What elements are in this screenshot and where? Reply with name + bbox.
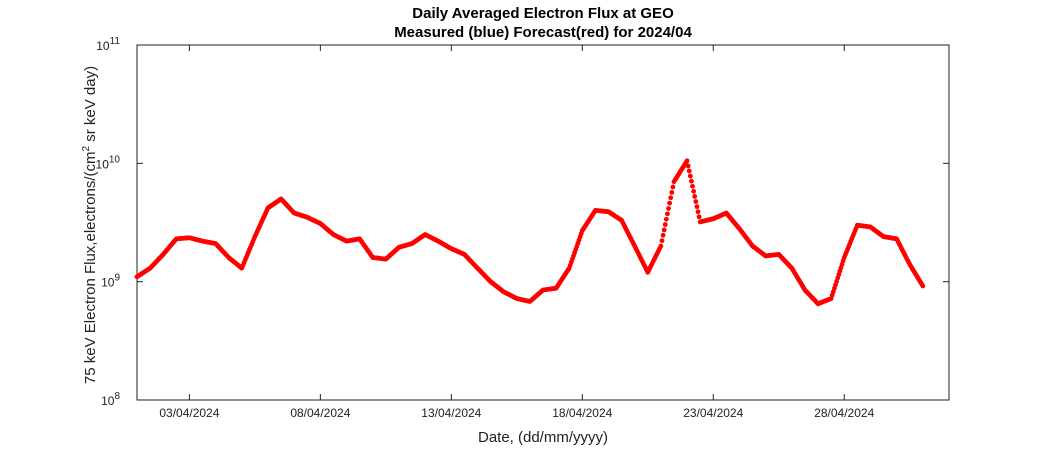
x-tick-label: 23/04/2024 <box>683 406 743 420</box>
data-point <box>666 206 671 211</box>
data-point <box>663 216 669 222</box>
data-point <box>686 168 692 174</box>
data-point <box>661 227 667 233</box>
y-tick-label: 1010 <box>96 154 121 171</box>
data-point <box>687 173 693 179</box>
data-point <box>685 163 691 169</box>
y-tick-label: 108 <box>101 391 120 408</box>
data-point <box>694 204 700 210</box>
data-point <box>920 283 926 289</box>
series-points <box>134 158 926 307</box>
y-axis-label-main: 75 keV Electron Flux,electrons/(cm <box>82 152 99 385</box>
x-axis: 03/04/2024 08/04/2024 13/04/2024 18/04/2024… <box>159 45 875 420</box>
x-axis-label: Date, (dd/mm/yyyy) <box>478 429 608 446</box>
x-tick-label: 08/04/2024 <box>290 406 350 420</box>
x-tick-label: 28/04/2024 <box>814 406 874 420</box>
data-point <box>659 238 665 244</box>
chart-title: Daily Averaged Electron Flux at GEO <box>412 5 674 22</box>
data-point <box>690 183 695 189</box>
x-tick-label: 03/04/2024 <box>159 406 219 420</box>
data-point <box>662 222 668 227</box>
data-point <box>691 188 697 194</box>
x-tick-label: 13/04/2024 <box>421 406 481 420</box>
data-point <box>693 199 699 204</box>
y-tick-label: 109 <box>101 273 120 290</box>
data-point <box>668 195 674 201</box>
data-point <box>695 209 701 215</box>
y-tick-label: 1011 <box>96 36 120 53</box>
data-point <box>684 158 690 164</box>
data-point <box>669 189 675 195</box>
x-tick-label: 18/04/2024 <box>552 406 612 420</box>
data-point <box>660 232 666 238</box>
chart-subtitle: Measured (blue) Forecast(red) for 2024/0… <box>394 24 692 41</box>
y-axis: 108 109 1010 1011 <box>96 36 949 408</box>
y-axis-label: 75 keV Electron Flux,electrons/(cm2 sr k… <box>81 66 99 384</box>
data-point <box>696 214 702 220</box>
y-axis-label-superscript: 2 <box>81 146 92 152</box>
data-point <box>665 211 670 217</box>
data-point <box>670 184 676 190</box>
data-point <box>689 178 694 184</box>
data-point <box>667 200 673 206</box>
data-point <box>692 194 698 199</box>
data-point <box>658 243 664 249</box>
y-axis-label-tail: sr keV day) <box>82 66 99 146</box>
plot-area <box>136 44 950 401</box>
